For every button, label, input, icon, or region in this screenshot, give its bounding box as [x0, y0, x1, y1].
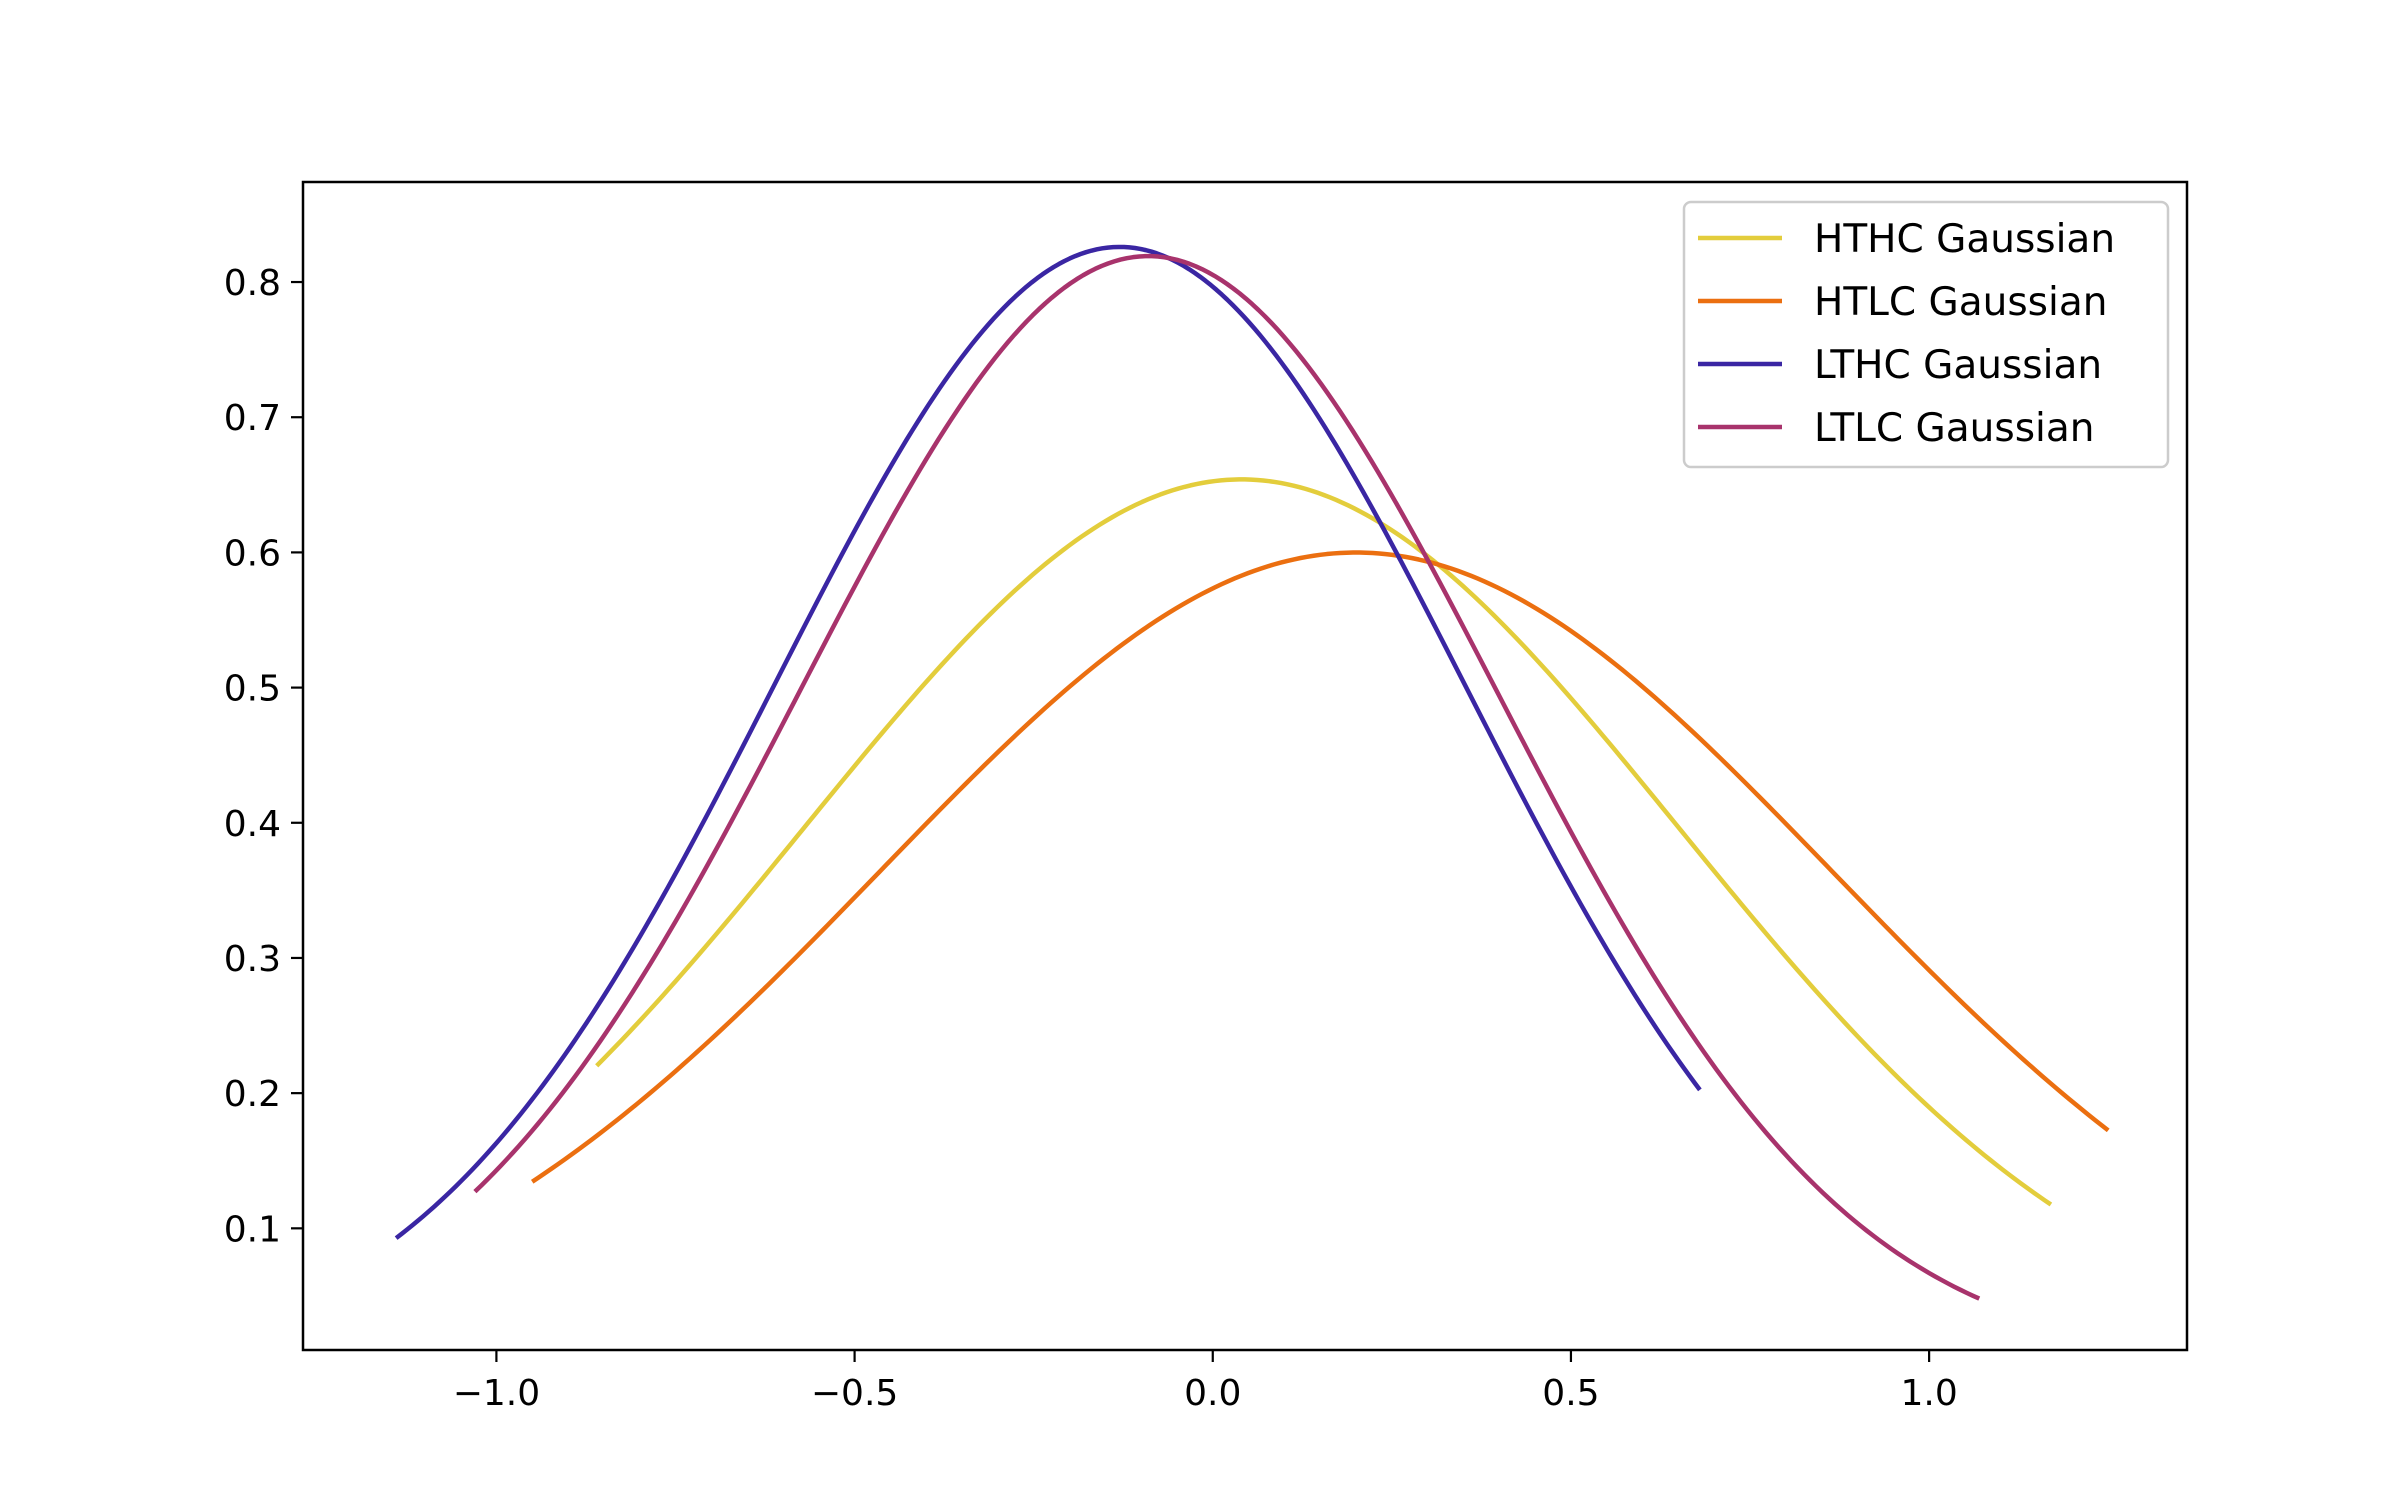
series-line-lthc-gaussian: [394, 244, 1702, 1240]
y-tick-label: 0.5: [224, 669, 281, 710]
y-tick-label: 0.1: [224, 1209, 281, 1250]
x-tick-label: −0.5: [811, 1373, 898, 1414]
y-tick-label: 0.7: [224, 398, 281, 439]
chart-curves: [394, 244, 2110, 1301]
x-axis: −1.0 −0.5 0.0 0.5 1.0: [453, 1350, 1958, 1414]
y-tick-label: 0.3: [224, 939, 281, 980]
series-line-hthc-gaussian: [595, 477, 2053, 1207]
y-tick-label: 0.6: [224, 533, 281, 574]
y-axis: 0.1 0.2 0.3 0.4 0.5 0.6 0.7 0.8: [224, 263, 303, 1250]
series-line-htlc-gaussian: [530, 550, 2110, 1184]
legend: HTHC Gaussian HTLC Gaussian LTHC Gaussian L…: [1682, 200, 2170, 469]
y-tick-label: 0.4: [224, 804, 281, 845]
legend-box: [1682, 200, 2170, 469]
legend-label: HTHC Gaussian: [1814, 217, 2115, 262]
legend-label: LTHC Gaussian: [1814, 343, 2102, 388]
y-tick-label: 0.8: [224, 263, 281, 304]
x-tick-label: 0.5: [1542, 1373, 1599, 1414]
legend-label: LTLC Gaussian: [1814, 406, 2094, 451]
legend-label: HTLC Gaussian: [1814, 280, 2107, 325]
plot-frame: [301, 180, 2189, 1352]
x-tick-label: 0.0: [1184, 1373, 1241, 1414]
x-tick-label: 1.0: [1900, 1373, 1957, 1414]
y-tick-label: 0.2: [224, 1074, 281, 1115]
series-line-ltlc-gaussian: [473, 253, 1981, 1301]
x-tick-label: −1.0: [453, 1373, 540, 1414]
